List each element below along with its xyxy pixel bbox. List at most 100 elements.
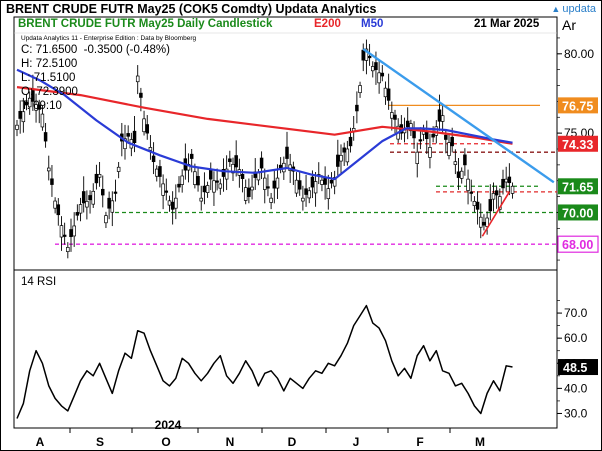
chart-header-title: BRENT CRUDE FUTR May25 (COK5 Comdty) Upd… xyxy=(6,2,377,16)
candle-body xyxy=(469,191,473,194)
ma200-legend: E200 xyxy=(314,18,341,30)
candle-body xyxy=(193,171,197,185)
candle-body xyxy=(91,190,95,205)
close-value: C: 71.6500 -0.3500 (-0.48%) xyxy=(21,44,170,56)
candle-body xyxy=(307,190,311,199)
candle-body xyxy=(215,180,219,183)
candle-body xyxy=(504,178,508,183)
candle-body xyxy=(62,234,67,237)
candle-body xyxy=(263,177,267,190)
candle-body xyxy=(50,178,54,185)
ma50-legend: M50 xyxy=(361,18,384,30)
candle-body xyxy=(107,197,111,209)
rsi-tick-label: 30.0 xyxy=(564,406,588,420)
trendline xyxy=(362,48,555,184)
candle-body xyxy=(285,146,289,159)
candle-body xyxy=(94,173,99,184)
candle-body xyxy=(269,197,273,203)
high-value: H: 72.5100 xyxy=(21,58,78,70)
level-tag: 70.00 xyxy=(558,204,598,221)
candle-body xyxy=(243,187,248,201)
brand-name: updata xyxy=(562,3,596,15)
rsi-last-value-tag: 48.5 xyxy=(558,359,598,376)
trendline xyxy=(481,191,511,237)
candle-body xyxy=(228,158,232,163)
axis-abbrev: Ar xyxy=(562,17,576,33)
candle-body xyxy=(444,134,448,140)
level-tag-box xyxy=(558,135,598,152)
level-tag-label: 70.00 xyxy=(562,206,593,220)
rsi-tick-label: 70.0 xyxy=(564,306,588,320)
candle-body xyxy=(47,167,51,172)
candle-body xyxy=(377,72,381,84)
candle-body xyxy=(101,188,105,196)
candle-body xyxy=(463,154,467,166)
candle-body xyxy=(272,180,277,189)
candle-body xyxy=(510,185,515,194)
candle-body xyxy=(196,176,200,186)
candle-body xyxy=(498,196,502,210)
candle-body xyxy=(177,183,181,188)
candle-body xyxy=(440,115,445,122)
candle-body xyxy=(224,168,229,180)
x-month-label: N xyxy=(226,435,235,449)
candle-body xyxy=(320,179,324,185)
candle-body xyxy=(113,191,118,194)
moving-average-lines xyxy=(16,68,513,181)
candle-body xyxy=(326,188,331,200)
data-credit: Updata Analytics 11 - Enterprise Edition… xyxy=(21,35,197,42)
candle-body xyxy=(329,179,334,184)
candle-body xyxy=(456,171,461,178)
candle-body xyxy=(180,175,184,185)
x-month-label: D xyxy=(288,435,297,449)
candle-body xyxy=(85,201,89,208)
candle-body xyxy=(491,193,496,200)
candle-body xyxy=(199,197,203,202)
price-levels xyxy=(55,104,557,245)
low-value: L: 71.5100 xyxy=(21,72,76,84)
candle-body xyxy=(145,124,149,134)
candle-body xyxy=(167,200,172,206)
candle-body xyxy=(459,170,464,179)
candle-body xyxy=(209,168,213,180)
candle-body xyxy=(507,176,512,184)
level-tag-box xyxy=(558,204,598,221)
x-month-label: O xyxy=(161,435,170,449)
candle-body xyxy=(221,169,226,177)
rsi-line xyxy=(16,304,513,419)
candle-body xyxy=(69,229,73,238)
candle-body xyxy=(501,178,505,189)
candle-body xyxy=(259,157,264,169)
rsi-tick-label: 60.0 xyxy=(564,331,588,345)
level-tag: 71.65 xyxy=(558,178,598,195)
level-tag: 74.33 xyxy=(558,135,598,152)
candle-body xyxy=(15,124,19,130)
trendlines xyxy=(362,48,555,237)
candle-body xyxy=(485,217,489,227)
candle-body xyxy=(425,131,429,140)
candle-body xyxy=(345,148,350,163)
ohlc-info: C: 71.6500 -0.3500 (-0.48%) H: 72.5100 L: … xyxy=(21,43,170,113)
candle-body xyxy=(135,75,140,83)
candle-body xyxy=(66,247,70,253)
candle-body xyxy=(297,180,302,190)
chart-date: 21 Mar 2025 xyxy=(474,18,540,30)
candle-body xyxy=(386,88,391,101)
ma200-line xyxy=(16,86,513,145)
candle-body xyxy=(409,123,413,132)
candle-body xyxy=(313,181,318,194)
candle-body xyxy=(383,87,388,98)
x-year-label: 2024 xyxy=(155,418,182,432)
level-tag-box xyxy=(558,97,598,114)
candle-body xyxy=(155,168,159,177)
candle-body xyxy=(126,133,130,137)
candle-body xyxy=(364,48,369,61)
candle-body xyxy=(266,186,270,189)
rsi-path xyxy=(16,304,513,419)
candle-body xyxy=(256,172,261,181)
candle-body xyxy=(164,190,169,193)
chart-subtitle: BRENT CRUDE FUTR May25 Daily Candlestick xyxy=(18,18,273,30)
candle-body xyxy=(72,225,76,237)
candle-body xyxy=(142,118,146,133)
